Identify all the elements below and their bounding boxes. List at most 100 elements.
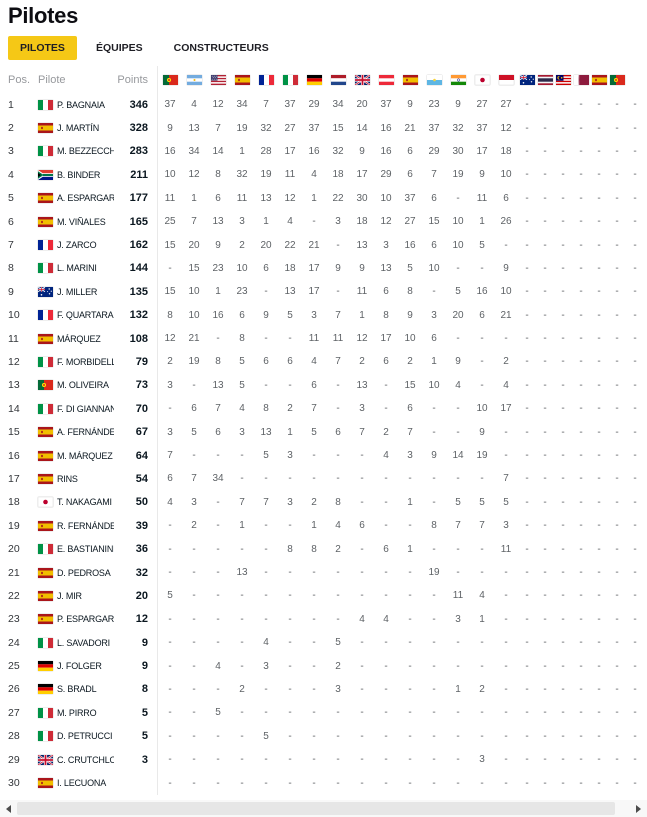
race-result-cell: 5 <box>167 590 173 602</box>
race-column-header[interactable] <box>518 74 536 85</box>
race-column-header[interactable] <box>446 74 470 85</box>
rider-nationality <box>38 614 57 625</box>
scroll-left-button[interactable] <box>0 800 17 817</box>
rider-name-link[interactable]: P. ESPARGARÓ <box>57 614 114 625</box>
race-results: - - - - 5 - - - - - - - - - - - - - - - - - <box>158 731 647 742</box>
race-column-header[interactable] <box>230 74 254 85</box>
race-result-cell: 5 <box>455 496 461 508</box>
race-result-cell: - <box>264 473 268 485</box>
rider-name-link[interactable]: B. BINDER <box>57 169 101 180</box>
rider-name-link[interactable]: D. PETRUCCI <box>57 731 113 742</box>
race-column-header[interactable] <box>158 74 182 85</box>
race-column-header[interactable] <box>554 74 572 85</box>
race-column-header[interactable] <box>608 74 626 85</box>
race-result-cell: 16 <box>308 145 320 157</box>
rider-name-link[interactable]: J. MARTÍN <box>57 123 100 134</box>
rider-name-link[interactable]: M. MÁRQUEZ <box>57 450 113 461</box>
race-result-cell: - <box>579 520 583 532</box>
race-result-cell: 19 <box>476 450 488 462</box>
race-result-cell: 10 <box>452 216 464 228</box>
rider-name-link[interactable]: J. ZARCO <box>57 240 97 251</box>
race-column-header[interactable] <box>470 74 494 85</box>
rider-name-link[interactable]: T. NAKAGAMI <box>57 497 112 508</box>
race-result-cell: - <box>579 590 583 602</box>
race-results: - - - 13 - - - - - - - 19 - - - - - - - - - - <box>158 567 647 578</box>
race-column-header[interactable] <box>350 74 374 85</box>
race-result-cell: - <box>597 192 601 204</box>
rider-name-link[interactable]: M. BEZZECCHI <box>57 146 114 157</box>
race-column-header[interactable] <box>278 74 302 85</box>
position-cell: 18 <box>8 496 20 509</box>
rider-name-link[interactable]: L. MARINI <box>57 263 97 274</box>
race-result-cell: 8 <box>167 309 173 321</box>
table-row: 4 B. BINDER 211 10 12 8 32 19 11 4 18 17 29 6 7 19 9 10 - -… <box>0 163 647 186</box>
race-result-cell: - <box>168 403 172 415</box>
rider-name-link[interactable]: M. VIÑALES <box>57 216 106 227</box>
race-column-header[interactable] <box>302 74 326 85</box>
scrollbar-thumb[interactable] <box>17 802 615 815</box>
rider-name-link[interactable]: MÁRQUEZ <box>57 333 101 344</box>
race-result-cell: 2 <box>191 520 197 532</box>
rider-name-link[interactable]: F. DI GIANNANTONIO <box>57 403 114 414</box>
rider-name-link[interactable]: J. FOLGER <box>57 661 102 672</box>
race-result-cell: - <box>615 122 619 134</box>
race-column-header[interactable] <box>398 74 422 85</box>
rider-name-link[interactable]: RINS <box>57 473 78 484</box>
race-result-cell: 10 <box>500 169 512 181</box>
rider-name-link[interactable]: R. FERNÁNDEZ <box>57 520 114 531</box>
race-result-cell: - <box>504 707 508 719</box>
tab-pilotes[interactable]: PILOTES <box>8 36 77 60</box>
scroll-right-button[interactable] <box>630 800 647 817</box>
race-result-cell: - <box>615 403 619 415</box>
race-column-header[interactable] <box>206 74 230 85</box>
rider-nationality <box>38 427 57 438</box>
race-result-cell: - <box>525 379 529 391</box>
race-column-header[interactable] <box>326 74 350 85</box>
race-result-cell: - <box>561 450 565 462</box>
race-column-header[interactable] <box>374 74 398 85</box>
race-column-header[interactable] <box>254 74 278 85</box>
race-result-cell: - <box>579 333 583 345</box>
position-cell: 13 <box>8 379 20 392</box>
rider-name-link[interactable]: S. BRADL <box>57 684 97 695</box>
rider-name-link[interactable]: M. PIRRO <box>57 707 97 718</box>
rider-name-link[interactable]: J. MILLER <box>57 286 98 297</box>
rider-name-link[interactable]: D. PEDROSA <box>57 567 111 578</box>
horizontal-scrollbar[interactable] <box>0 800 647 817</box>
rider-name-link[interactable]: J. MIR <box>57 590 82 601</box>
rider-name-link[interactable]: E. BASTIANINI <box>57 544 114 555</box>
race-result-cell: 5 <box>239 356 245 368</box>
rider-name-link[interactable]: F. QUARTARARO <box>57 310 114 321</box>
rider-name-link[interactable]: M. OLIVEIRA <box>57 380 109 391</box>
rider-nationality <box>38 684 57 695</box>
rider-name-link[interactable]: C. CRUTCHLOW <box>57 754 114 765</box>
race-column-header[interactable] <box>422 74 446 85</box>
race-column-header[interactable] <box>590 74 608 85</box>
rider-name-link[interactable]: A. FERNÁNDEZ <box>57 427 114 438</box>
tab-constructeurs[interactable]: CONSTRUCTEURS <box>173 42 269 54</box>
race-column-header[interactable] <box>536 74 554 85</box>
tab-equipes[interactable]: ÉQUIPES <box>95 42 143 54</box>
race-result-cell: - <box>432 660 436 672</box>
race-column-header[interactable] <box>494 74 518 85</box>
race-result-cell: 9 <box>215 239 221 251</box>
race-result-cell: - <box>192 660 196 672</box>
rider-name-link[interactable]: I. LECUONA <box>57 778 107 789</box>
rider-name-link[interactable]: A. ESPARGARÓ <box>57 193 114 204</box>
rider-name-link[interactable]: P. BAGNAIA <box>57 99 105 110</box>
race-result-cell: - <box>216 730 220 742</box>
race-result-cell: - <box>384 754 388 766</box>
race-result-cell: 23 <box>428 99 440 111</box>
race-result-cell: - <box>633 286 637 298</box>
race-result-cell: - <box>360 637 364 649</box>
race-result-cell: - <box>312 777 316 789</box>
rider-name-link[interactable]: L. SAVADORI <box>57 637 110 648</box>
race-result-cell: 5 <box>479 239 485 251</box>
race-results: 7 - - - 5 3 - - - 4 3 9 14 19 - - - - - - - - <box>158 450 647 461</box>
flag-esp-icon <box>38 123 53 134</box>
race-result-cell: - <box>432 496 436 508</box>
rider-name-link[interactable]: F. MORBIDELLI <box>57 356 114 367</box>
race-column-header[interactable] <box>572 74 590 85</box>
points-cell: 8 <box>141 683 148 696</box>
race-column-header[interactable] <box>182 74 206 85</box>
